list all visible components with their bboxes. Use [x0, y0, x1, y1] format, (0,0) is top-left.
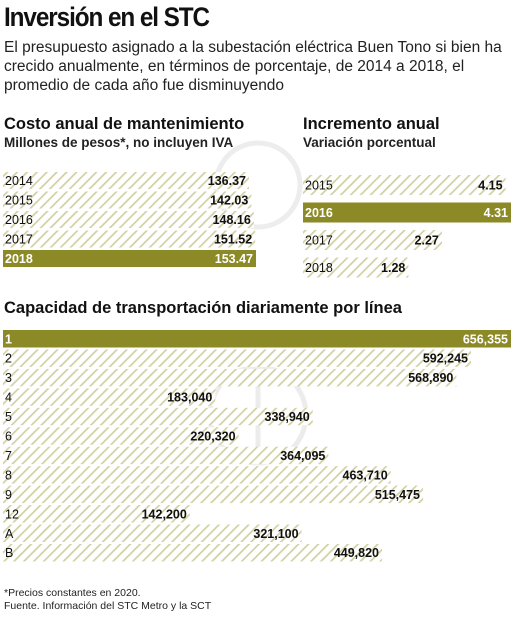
- capacidad-value-label: 364,095: [280, 449, 325, 463]
- capacidad-title: Capacidad de transportación diariamente …: [4, 299, 402, 317]
- capacidad-category-label: 3: [5, 371, 12, 385]
- incremento-bar-2015: [303, 175, 506, 195]
- costo-title: Costo anual de mantenimiento: [4, 115, 245, 133]
- capacidad-bar-B: [3, 543, 382, 562]
- costo-category-label: 2018: [5, 252, 33, 266]
- capacidad-category-label: 6: [5, 430, 12, 444]
- incremento-value-label: 4.15: [478, 179, 502, 193]
- capacidad-category-label: 7: [5, 449, 12, 463]
- capacidad-category-label: 2: [5, 352, 12, 366]
- capacidad-category-label: 5: [5, 410, 12, 424]
- capacidad-category-label: 12: [5, 507, 19, 521]
- costo-value-label: 151.52: [214, 233, 252, 247]
- incremento-category-label: 2018: [305, 261, 333, 275]
- capacidad-bar-3: [3, 368, 457, 387]
- costo-value-label: 148.16: [213, 213, 251, 227]
- capacidad-chart: 1 656,355 2 592,245 3 568,890 4 183,040 5 338,940…: [3, 330, 511, 562]
- capacidad-value-label: 656,355: [463, 332, 508, 346]
- incremento-bar-2018: [303, 257, 409, 278]
- capacidad-bar-1: [3, 330, 511, 348]
- costo-value-label: 136.37: [208, 174, 246, 188]
- capacidad-value-label: 449,820: [334, 546, 379, 560]
- capacidad-category-label: B: [5, 546, 13, 560]
- capacidad-value-label: 463,710: [343, 468, 388, 482]
- capacidad-bar-9: [3, 485, 423, 504]
- costo-category-label: 2014: [5, 174, 33, 188]
- capacidad-bar-A: [3, 524, 302, 542]
- capacidad-category-label: 1: [5, 332, 12, 346]
- capacidad-bar-8: [3, 466, 391, 484]
- costo-value-label: 153.47: [215, 252, 253, 266]
- incremento-chart: 2015 4.15 2016 4.31 2017 2.27 2018 1.28: [303, 175, 511, 278]
- capacidad-bar-2: [3, 349, 471, 367]
- capacidad-value-label: 515,475: [375, 488, 420, 502]
- capacidad-value-label: 183,040: [167, 391, 212, 405]
- page-title: Inversión en el STC: [4, 2, 210, 32]
- footnote-note: *Precios constantes en 2020.: [4, 587, 141, 599]
- capacidad-category-label: 4: [5, 391, 12, 405]
- costo-category-label: 2017: [5, 233, 33, 247]
- capacidad-bar-6: [3, 427, 239, 445]
- incremento-bar-2017: [303, 230, 442, 250]
- capacidad-category-label: 8: [5, 468, 12, 482]
- capacidad-value-label: 220,320: [190, 430, 235, 444]
- incremento-category-label: 2015: [305, 179, 333, 193]
- capacidad-bar-7: [3, 446, 329, 465]
- costo-chart: 2014 136.37 2015 142.03 2016 148.16 2017 151.52…: [3, 172, 256, 267]
- footnote: *Precios constantes en 2020. Fuente. Inf…: [4, 587, 211, 613]
- capacidad-value-label: 321,100: [253, 527, 298, 541]
- incremento-value-label: 1.28: [381, 261, 405, 275]
- costo-bar-2014: [3, 172, 249, 189]
- costo-category-label: 2015: [5, 194, 33, 208]
- capacidad-bar-5: [3, 407, 313, 426]
- intro-text: El presupuesto asignado a la subestación…: [4, 39, 502, 94]
- footnote-source: Fuente. Información del STC Metro y la S…: [4, 600, 212, 612]
- capacidad-category-label: 9: [5, 488, 12, 502]
- capacidad-bar-4: [3, 388, 216, 406]
- incremento-category-label: 2016: [305, 206, 333, 220]
- capacidad-bar-12: [3, 505, 190, 523]
- capacidad-value-label: 142,200: [142, 507, 187, 521]
- incremento-bar-2016: [303, 202, 511, 223]
- capacidad-value-label: 568,890: [408, 371, 453, 385]
- capacidad-category-label: A: [5, 527, 14, 541]
- capacidad-value-label: 338,940: [265, 410, 310, 424]
- incremento-value-label: 4.31: [484, 206, 508, 220]
- costo-bar-2018: [3, 250, 256, 267]
- costo-bar-2015: [3, 191, 252, 209]
- costo-subtitle: Millones de pesos*, no incluyen IVA: [4, 135, 234, 150]
- incremento-subtitle: Variación porcentual: [303, 135, 436, 150]
- costo-bar-2016: [3, 211, 254, 228]
- incremento-category-label: 2017: [305, 234, 333, 248]
- incremento-title: Incremento anual: [303, 115, 440, 133]
- costo-category-label: 2016: [5, 213, 33, 227]
- costo-bar-2017: [3, 230, 256, 248]
- capacidad-value-label: 592,245: [423, 352, 468, 366]
- costo-value-label: 142.03: [210, 194, 248, 208]
- incremento-value-label: 2.27: [415, 234, 439, 248]
